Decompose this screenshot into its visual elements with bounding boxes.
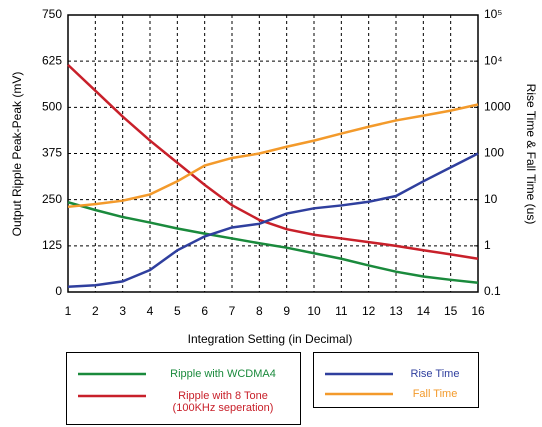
x-tick-label: 7 xyxy=(229,304,236,318)
x-tick-label: 6 xyxy=(201,304,208,318)
x-tick-label: 4 xyxy=(147,304,154,318)
x-tick-label: 13 xyxy=(389,304,403,318)
x-tick-label: 1 xyxy=(65,304,72,318)
x-tick-label: 10 xyxy=(307,304,321,318)
y-tick-label: 625 xyxy=(42,53,62,67)
y-tick-label: 250 xyxy=(42,192,62,206)
legend-label: Fall Time xyxy=(412,388,458,400)
x-tick-label: 11 xyxy=(335,304,348,318)
legend-label: Rise Time xyxy=(410,368,460,380)
y2-tick-label: 10⁵ xyxy=(484,7,502,21)
series-line xyxy=(67,103,479,209)
x-tick-label: 12 xyxy=(362,304,376,318)
x-tick-label: 5 xyxy=(174,304,181,318)
x-tick-label: 9 xyxy=(283,304,290,318)
y-tick-label: 500 xyxy=(42,100,62,114)
x-axis-label: Integration Setting (in Decimal) xyxy=(188,332,353,346)
y-tick-label: 750 xyxy=(42,7,62,21)
legend-box xyxy=(66,352,301,425)
y2-tick-label: 1000 xyxy=(484,100,511,114)
y2-axis-label: Rise Time & Fall Time (us) xyxy=(524,84,538,225)
y2-tick-label: 10 xyxy=(484,192,498,206)
y2-tick-label: 1 xyxy=(484,238,491,252)
y-tick-label: 375 xyxy=(42,146,62,160)
y2-tick-label: 100 xyxy=(484,146,504,160)
x-tick-label: 2 xyxy=(92,304,99,318)
y-tick-label: 125 xyxy=(42,238,62,252)
x-tick-label: 16 xyxy=(471,304,485,318)
y2-tick-label: 10⁴ xyxy=(484,53,503,67)
x-tick-label: 3 xyxy=(119,304,126,318)
series-line xyxy=(67,152,479,288)
legend-label: Ripple with WCDMA4 xyxy=(170,368,276,380)
series-line xyxy=(67,63,479,260)
y-axis-label: Output Ripple Peak-Peak (mV) xyxy=(10,72,24,237)
legend-label: Ripple with 8 Tone (100KHz seperation) xyxy=(172,390,274,414)
x-tick-label: 15 xyxy=(444,304,458,318)
y-tick-label: 0 xyxy=(55,284,62,298)
x-tick-label: 8 xyxy=(256,304,263,318)
x-tick-label: 14 xyxy=(417,304,431,318)
legend-box xyxy=(313,352,479,408)
y2-tick-label: 0.1 xyxy=(484,284,501,298)
series-line xyxy=(67,201,479,285)
